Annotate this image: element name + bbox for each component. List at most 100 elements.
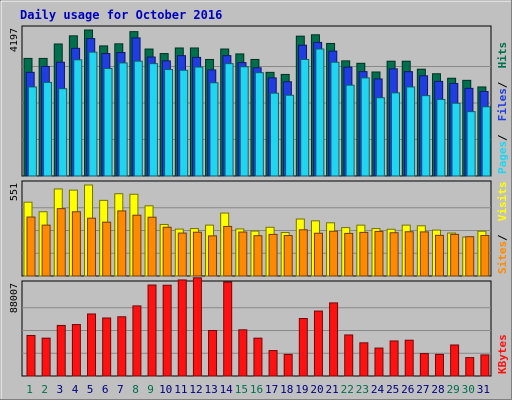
bar-kbytes-day-16 — [253, 337, 263, 377]
bar-pages-day-9 — [148, 63, 158, 177]
bar-sites-day-21 — [329, 230, 339, 277]
bar-kbytes-day-14 — [223, 281, 233, 377]
bar-kbytes-day-13 — [208, 330, 218, 377]
bar-sites-day-29 — [450, 233, 460, 277]
bar-pages-day-5 — [88, 51, 98, 177]
bar-pages-day-3 — [58, 88, 68, 177]
bar-kbytes-day-8 — [132, 305, 142, 377]
legend-visits: Visits — [496, 181, 509, 221]
bar-pages-day-28 — [436, 98, 446, 177]
day-label-18: 18 — [280, 383, 293, 396]
bar-pages-day-23 — [360, 77, 370, 177]
bar-kbytes-day-23 — [359, 342, 369, 377]
day-label-16: 16 — [250, 383, 263, 396]
bar-sites-day-15 — [238, 231, 248, 277]
bar-sites-day-6 — [102, 221, 112, 277]
bar-kbytes-day-27 — [419, 353, 429, 377]
day-label-4: 4 — [72, 383, 79, 396]
bar-pages-day-16 — [254, 72, 264, 177]
bar-pages-day-4 — [73, 59, 83, 177]
legend-kbytes: KBytes — [496, 334, 509, 374]
bar-kbytes-day-30 — [465, 357, 475, 377]
legend-separator: / — [496, 134, 509, 141]
bar-sites-day-11 — [177, 232, 187, 277]
bar-sites-day-28 — [434, 234, 444, 277]
day-label-7: 7 — [117, 383, 124, 396]
day-label-14: 14 — [220, 383, 234, 396]
day-label-10: 10 — [159, 383, 172, 396]
legend-files: Files — [496, 88, 509, 121]
legend-separator: / — [496, 234, 509, 241]
bar-kbytes-day-21 — [329, 302, 339, 377]
bar-sites-day-19 — [298, 229, 308, 277]
bar-pages-day-30 — [466, 111, 476, 177]
day-label-13: 13 — [204, 383, 217, 396]
bar-sites-day-13 — [208, 235, 218, 277]
bar-sites-day-1 — [26, 216, 36, 277]
day-label-3: 3 — [56, 383, 63, 396]
legend-separator: / — [496, 81, 509, 88]
bar-pages-day-2 — [43, 81, 53, 177]
bar-sites-day-7 — [117, 210, 127, 277]
bar-sites-day-5 — [87, 217, 97, 277]
legend-hits: Hits — [496, 42, 509, 69]
bar-kbytes-day-10 — [162, 284, 172, 377]
bar-sites-day-9 — [147, 216, 157, 277]
bar-pages-day-26 — [406, 86, 416, 177]
day-label-21: 21 — [325, 383, 338, 396]
day-label-24: 24 — [371, 383, 385, 396]
bar-pages-day-24 — [375, 97, 385, 177]
bar-pages-day-17 — [269, 92, 279, 177]
bar-sites-day-31 — [480, 235, 490, 277]
bar-sites-day-24 — [374, 230, 384, 277]
bar-pages-day-10 — [164, 69, 174, 177]
bar-sites-day-25 — [389, 232, 399, 277]
bar-kbytes-day-15 — [238, 329, 248, 377]
panel-hits-ymax-label: 4197 — [9, 28, 20, 52]
bar-kbytes-day-4 — [71, 324, 81, 377]
bar-pages-day-18 — [285, 94, 295, 177]
bar-pages-day-19 — [300, 58, 310, 177]
bar-kbytes-day-25 — [389, 340, 399, 377]
bar-sites-day-4 — [71, 211, 81, 277]
day-label-6: 6 — [102, 383, 109, 396]
bar-kbytes-day-17 — [268, 350, 278, 377]
bar-pages-day-1 — [27, 86, 37, 177]
bar-pages-day-15 — [239, 66, 249, 177]
bar-sites-day-30 — [465, 236, 475, 277]
bar-sites-day-3 — [56, 208, 66, 277]
bar-pages-day-14 — [224, 63, 234, 177]
bar-sites-day-17 — [268, 233, 278, 277]
bar-kbytes-day-26 — [404, 339, 414, 377]
day-label-15: 15 — [235, 383, 248, 396]
bar-kbytes-day-24 — [374, 347, 384, 377]
day-label-27: 27 — [416, 383, 429, 396]
bar-kbytes-day-9 — [147, 284, 157, 377]
day-label-2: 2 — [41, 383, 48, 396]
bar-kbytes-day-31 — [480, 354, 490, 377]
bar-sites-day-26 — [404, 231, 414, 277]
bar-pages-day-8 — [133, 60, 143, 177]
bar-pages-day-21 — [330, 61, 340, 177]
day-label-20: 20 — [310, 383, 323, 396]
panel-kbytes-ymax-label: 88007 — [9, 283, 20, 313]
bar-sites-day-22 — [344, 232, 354, 277]
day-label-29: 29 — [447, 383, 460, 396]
bar-pages-day-7 — [118, 62, 128, 177]
day-label-8: 8 — [132, 383, 139, 396]
bar-sites-day-20 — [313, 232, 323, 277]
bar-kbytes-day-29 — [450, 344, 460, 377]
day-label-12: 12 — [189, 383, 202, 396]
bar-kbytes-day-5 — [87, 313, 97, 377]
bar-sites-day-12 — [192, 231, 202, 277]
day-label-25: 25 — [386, 383, 399, 396]
bar-pages-day-27 — [421, 95, 431, 177]
bar-kbytes-day-20 — [313, 310, 323, 377]
day-label-26: 26 — [401, 383, 414, 396]
bar-pages-day-29 — [451, 102, 461, 177]
bar-kbytes-day-19 — [298, 318, 308, 377]
bar-pages-day-31 — [481, 106, 491, 177]
bar-kbytes-day-18 — [283, 353, 293, 377]
bar-kbytes-day-28 — [434, 353, 444, 377]
